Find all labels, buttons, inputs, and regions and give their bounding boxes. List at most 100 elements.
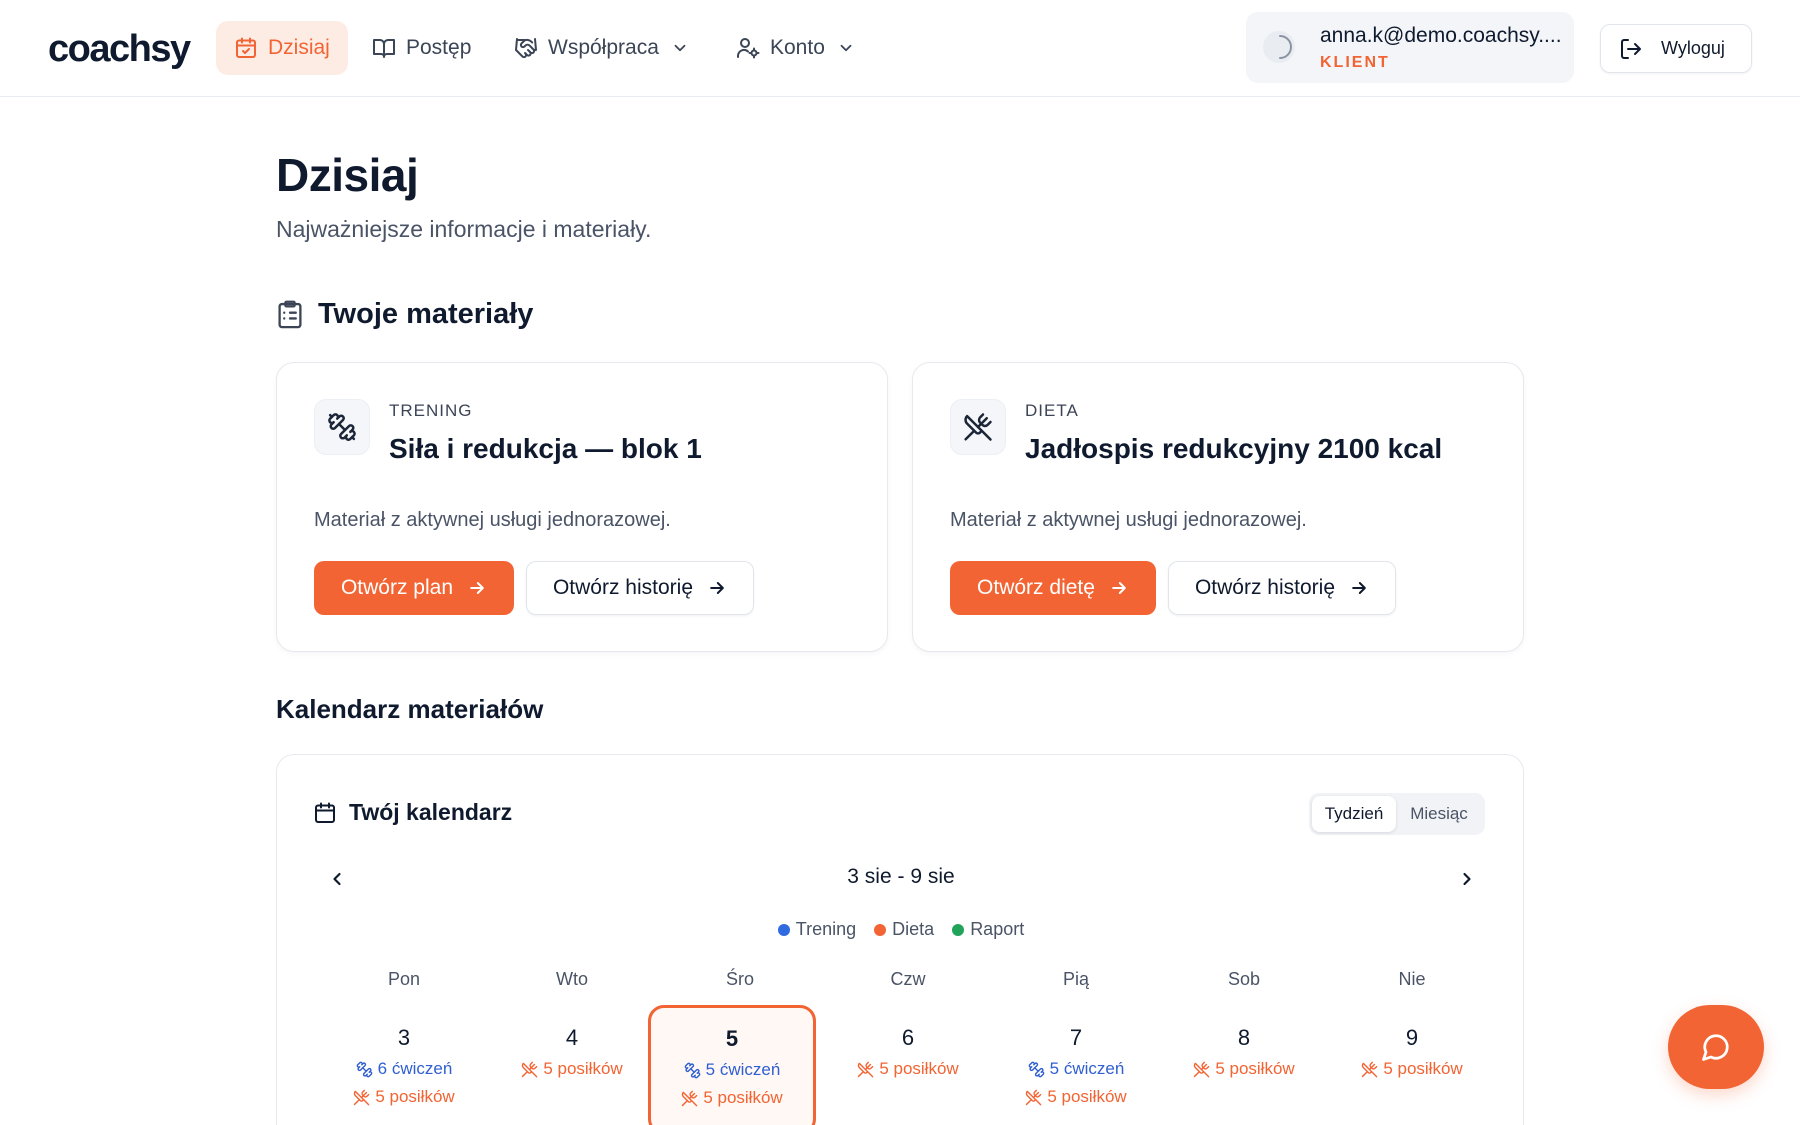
calendar-legend: Trening Dieta Raport [277, 919, 1525, 940]
nav-item-dzisiaj[interactable]: Dzisiaj [216, 21, 348, 75]
calendar-view-toggle: Tydzień Miesiąc [1309, 793, 1485, 835]
weekday-label: Pon [387, 969, 421, 989]
weekday-label: Pią [1062, 969, 1089, 989]
calendar-day-8[interactable]: 8 5 posiłków [1160, 1005, 1328, 1125]
weekday-label: Sob [1227, 969, 1261, 989]
page-subtitle: Najważniejsze informacje i materiały. [276, 216, 652, 242]
message-circle-icon [1702, 1034, 1729, 1061]
event-label: 5 posiłków [879, 1059, 959, 1078]
training-event: 6 ćwiczeń [320, 1059, 488, 1079]
nav-item-postep[interactable]: Postęp [354, 21, 489, 75]
calendar-day-3[interactable]: 3 6 ćwiczeń 5 posiłków [320, 1005, 488, 1125]
calendar-range: 3 sie - 9 sie [847, 865, 955, 888]
card-description: Materiał z aktywnej usługi jednorazowej. [950, 509, 1307, 531]
diet-event: 5 posiłków [651, 1088, 813, 1108]
calendar-day-4[interactable]: 4 5 posiłków [488, 1005, 656, 1125]
nav-item-konto[interactable]: Konto [718, 21, 873, 75]
event-label: 5 posiłków [1215, 1059, 1295, 1078]
utensils-crossed-icon [354, 1089, 370, 1105]
open-history-button[interactable]: Otwórz historię [1168, 561, 1396, 615]
diet-event: 5 posiłków [1160, 1059, 1328, 1079]
training-event: 5 ćwiczeń [992, 1059, 1160, 1079]
dumbbell-icon [1028, 1061, 1044, 1077]
logout-button[interactable]: Wyloguj [1600, 24, 1752, 73]
card-description: Materiał z aktywnej usługi jednorazowej. [314, 509, 671, 531]
diet-event: 5 posiłków [1328, 1059, 1496, 1079]
arrow-right-icon [1112, 582, 1126, 594]
chevron-right-icon [1463, 872, 1471, 886]
diet-event: 5 posiłków [488, 1059, 656, 1079]
legend-dot [952, 923, 965, 936]
user-cog-icon [736, 38, 760, 59]
nav-item-wspolpraca[interactable]: Współpraca [496, 21, 707, 75]
calendar-icon [315, 802, 335, 823]
nav-item-label: Konto [770, 36, 825, 59]
day-number: 5 [725, 1026, 739, 1051]
arrow-right-icon [1352, 582, 1366, 594]
coachsy-logo[interactable]: coachsy [48, 28, 191, 70]
user-profile-box[interactable]: anna.k@demo.coachsy.... KLIENT [1246, 12, 1574, 83]
calendar-day-5-today[interactable]: 5 5 ćwiczeń 5 posiłków [648, 1005, 816, 1125]
previous-week-button[interactable] [323, 865, 351, 893]
card-title: Jadłospis redukcyjny 2100 kcal [1025, 433, 1443, 464]
user-role-badge: KLIENT [1320, 54, 1390, 71]
legend-label: Dieta [892, 919, 935, 939]
nav-item-label: Dzisiaj [268, 36, 330, 59]
event-label: 6 ćwiczeń [377, 1059, 453, 1078]
moon-icon[interactable] [1262, 30, 1296, 64]
legend-item-trening: Trening [777, 919, 857, 940]
utensils-crossed-icon [858, 1061, 874, 1077]
weekday-label: Nie [1398, 969, 1426, 989]
utensils-crossed-icon [1026, 1089, 1042, 1105]
button-label: Otwórz historię [552, 576, 694, 599]
button-label: Otwórz historię [1194, 576, 1336, 599]
next-week-button[interactable] [1453, 865, 1481, 893]
arrow-right-icon [470, 582, 484, 594]
legend-label: Trening [795, 919, 857, 939]
button-label: Otwórz plan [340, 576, 454, 599]
calendar-day-9[interactable]: 9 5 posiłków [1328, 1005, 1496, 1125]
weekday-label: Śro [725, 969, 754, 989]
card-title: Siła i redukcja — blok 1 [389, 433, 702, 464]
top-bar: coachsy Dzisiaj Postęp Współpraca Konto … [0, 0, 1800, 97]
utensils-crossed-icon [1194, 1061, 1210, 1077]
open-history-button[interactable]: Otwórz historię [526, 561, 754, 615]
event-label: 5 posiłków [703, 1088, 783, 1107]
view-week-option[interactable]: Tydzień [1312, 796, 1396, 832]
day-number: 8 [1237, 1025, 1251, 1050]
calendar-day-6[interactable]: 6 5 posiłków [824, 1005, 992, 1125]
dumbbell-icon [684, 1062, 700, 1078]
calendar-title: Twój kalendarz [349, 799, 513, 825]
weekday-label: Czw [890, 969, 926, 989]
chat-button[interactable] [1668, 1005, 1764, 1089]
weekday-label: Wto [555, 969, 588, 989]
card-kicker: DIETA [1025, 401, 1079, 420]
page-title: Dzisiaj [276, 149, 419, 201]
utensils-crossed-icon [964, 413, 992, 441]
user-email: anna.k@demo.coachsy.... [1320, 24, 1562, 47]
materials-heading: Twoje materiały [276, 298, 533, 331]
card-icon-box [950, 399, 1006, 455]
button-label: Otwórz dietę [977, 576, 1095, 599]
event-label: 5 posiłków [375, 1087, 455, 1106]
card-kicker: TRENING [389, 401, 473, 420]
clipboard-list-icon [278, 300, 302, 328]
calendar-day-7[interactable]: 7 5 ćwiczeń 5 posiłków [992, 1005, 1160, 1125]
event-label: 5 ćwiczeń [1049, 1059, 1125, 1078]
day-number: 9 [1405, 1025, 1419, 1050]
legend-dot [874, 923, 887, 936]
view-month-option[interactable]: Miesiąc [1410, 804, 1468, 823]
card-icon-box [314, 399, 370, 455]
diet-event: 5 posiłków [824, 1059, 992, 1079]
chevron-left-icon [333, 872, 341, 886]
open-diet-button[interactable]: Otwórz dietę [950, 561, 1156, 615]
log-out-icon [1621, 38, 1641, 59]
open-plan-button[interactable]: Otwórz plan [314, 561, 514, 615]
calendar-heading: Twój kalendarz [313, 799, 512, 826]
nav-item-label: Współpraca [548, 36, 659, 59]
arrow-right-icon [710, 582, 724, 594]
legend-label: Raport [970, 919, 1025, 939]
calendar-card: Twój kalendarz Tydzień Miesiąc 3 sie - 9… [276, 754, 1524, 1125]
day-number: 3 [397, 1025, 411, 1050]
day-number: 7 [1069, 1025, 1083, 1050]
